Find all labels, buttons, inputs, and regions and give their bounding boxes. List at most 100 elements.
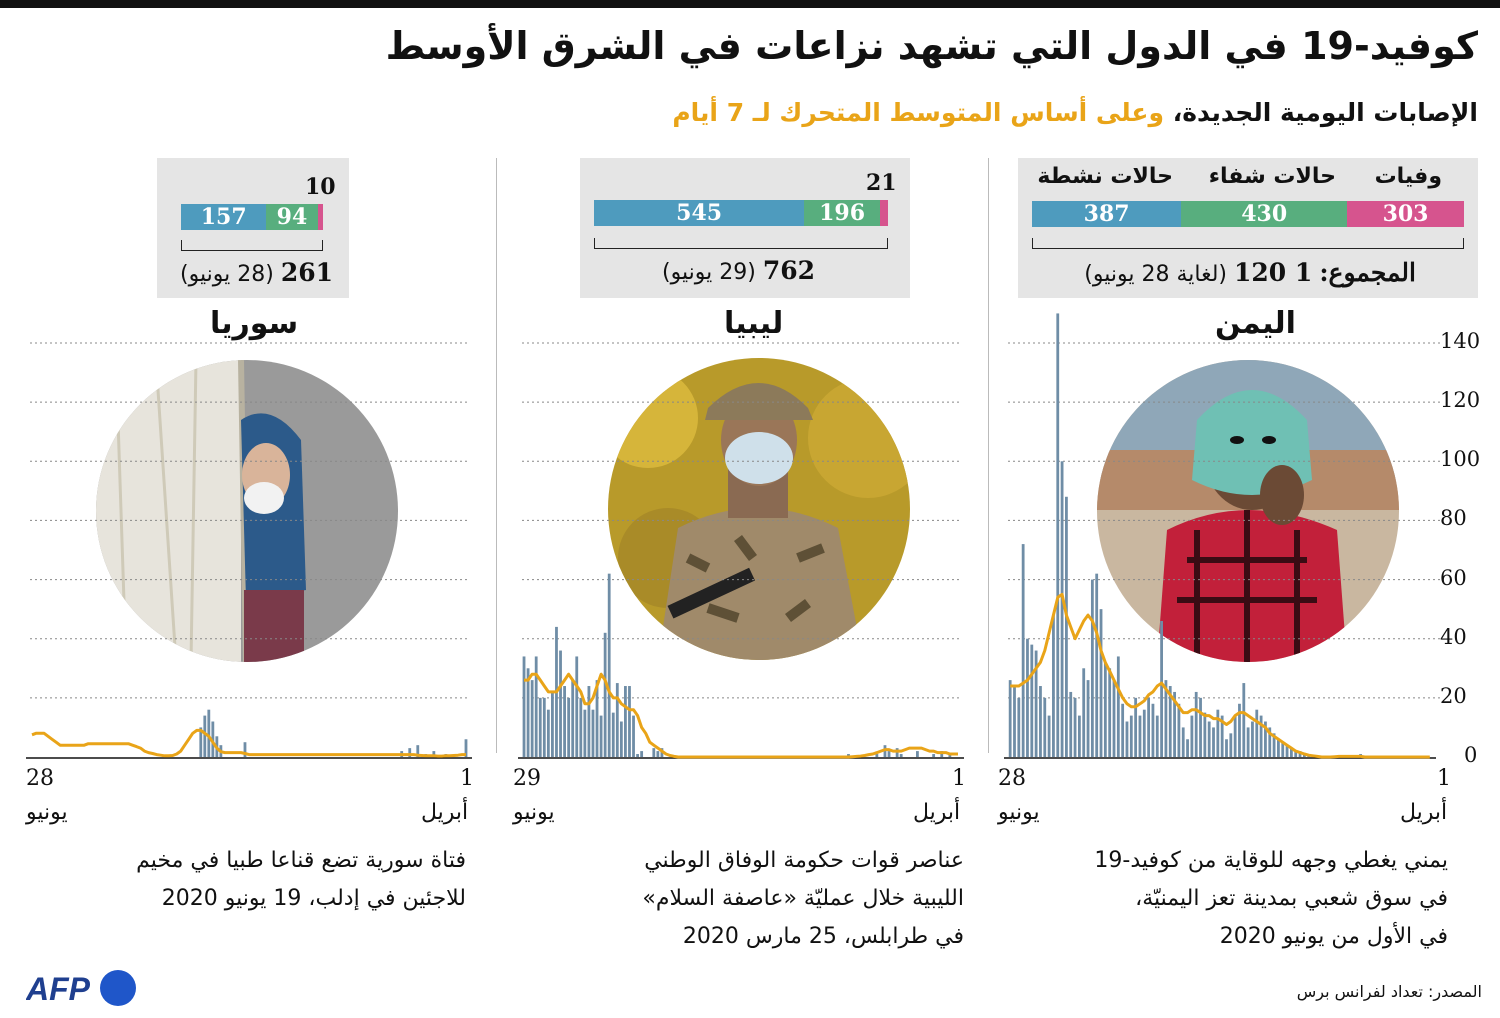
libya-x-start-month: يونيو (513, 800, 555, 825)
libya-stacked-bar: 545 196 (594, 200, 888, 226)
syria-x-start-month: يونيو (26, 800, 68, 825)
chart-bar (464, 739, 468, 757)
chart-bar (1186, 739, 1189, 757)
chart-bar (1164, 680, 1168, 757)
yemen-stacked-bar: 387 430 303 (1032, 201, 1464, 227)
panel-separator (496, 158, 497, 753)
y-tick-label: 80 (1440, 506, 1467, 531)
total-value: 1 120 (1234, 258, 1313, 287)
yemen-x-end-month: أبريل (1400, 800, 1448, 825)
chart-bar (1021, 544, 1025, 757)
chart-bar (1116, 656, 1120, 757)
chart-bar (1212, 727, 1215, 757)
chart-bar (615, 683, 619, 757)
chart-bar (542, 697, 546, 757)
caption-line: الليبية خلال عمليّة «عاصفة السلام» (642, 886, 964, 911)
syria-recovered-segment: 94 (266, 204, 318, 230)
yemen-x-start-month: يونيو (998, 800, 1040, 825)
chart-bar (1225, 739, 1228, 757)
caption-line: عناصر قوات حكومة الوفاق الوطني (644, 848, 964, 873)
chart-bar (1277, 739, 1280, 757)
chart-bar (1281, 742, 1285, 757)
chart-bar (916, 751, 919, 757)
chart-bar (636, 754, 639, 757)
y-tick-label: 20 (1440, 683, 1467, 708)
chart-bar (1138, 715, 1142, 757)
chart-bar (595, 680, 599, 757)
photo-syria (96, 360, 398, 662)
chart-bar (632, 715, 635, 757)
libya-deaths-value: 21 (866, 170, 897, 196)
caption-line: في طرابلس، 25 مارس 2020 (682, 924, 964, 949)
chart-bar (1095, 573, 1099, 757)
chart-bar (875, 754, 879, 757)
y-tick-label: 0 (1464, 743, 1478, 767)
legend-deaths: وفيات (1374, 164, 1442, 189)
total-prefix: المجموع: (1319, 258, 1416, 287)
chart-bar (1034, 650, 1038, 757)
libya-x-end-day: 1 (952, 766, 966, 791)
chart-bar (1008, 680, 1012, 757)
y-tick-label: 60 (1440, 565, 1467, 590)
chart-bar (1099, 609, 1103, 757)
chart-bar (587, 686, 591, 757)
chart-bar (1039, 686, 1042, 757)
chart-bar (243, 742, 247, 757)
chart-bar (932, 754, 936, 757)
syria-stacked-bar: 157 94 (181, 204, 323, 230)
chart-bar (1242, 683, 1246, 757)
subtitle-main: الإصابات اليومية الجديدة، (1172, 98, 1478, 127)
chart-bar (656, 751, 660, 757)
chart-bar (1294, 751, 1298, 757)
chart-bar (1082, 668, 1086, 757)
libya-active-segment: 545 (594, 200, 805, 226)
subtitle-highlight: وعلى أساس المتوسط المتحرك لـ 7 أيام (672, 98, 1165, 127)
chart-bar (199, 727, 203, 757)
syria-total: 261 (28 يونيو) (180, 258, 333, 287)
photo-masked-girl-icon (96, 360, 398, 662)
afp-logo: AFP (25, 968, 138, 1012)
chart-bar (546, 709, 550, 757)
chart-bar (571, 680, 575, 757)
chart-bar (1238, 703, 1241, 757)
chart-bar (1251, 721, 1254, 757)
libya-deaths-segment (879, 200, 888, 226)
chart-bar (887, 751, 891, 757)
legend-active: حالات نشطة (1037, 164, 1173, 189)
y-tick-label: 120 (1440, 388, 1481, 413)
total-note: (لغاية 28 يونيو) (1084, 262, 1228, 287)
libya-recovered-segment: 196 (804, 200, 880, 226)
country-name-libya: ليبيا (724, 306, 784, 341)
yemen-x-end-day: 1 (1437, 766, 1451, 791)
syria-deaths-value: 10 (305, 174, 336, 200)
chart-bar (1246, 727, 1250, 757)
chart-bar (1073, 697, 1077, 757)
chart-bar (551, 691, 554, 757)
libya-summary-box: 21 545 196 762 (29 يونيو) (580, 158, 910, 298)
chart-bar (207, 709, 211, 757)
chart-bar (1255, 709, 1259, 757)
chart-bar (1017, 697, 1021, 757)
chart-bar (1147, 697, 1151, 757)
libya-x-start-day: 29 (513, 766, 541, 791)
photo-man-with-turban-icon (1097, 360, 1399, 662)
syria-deaths-segment (317, 204, 323, 230)
chart-bar (652, 748, 656, 757)
chart-bar (1168, 686, 1172, 757)
syria-x-end-month: أبريل (421, 800, 469, 825)
chart-bar (432, 751, 436, 757)
chart-bar (603, 632, 607, 757)
chart-bar (948, 754, 952, 757)
country-name-syria: سوريا (210, 306, 299, 341)
total-value: 261 (280, 258, 333, 287)
syria-active-segment: 157 (181, 204, 267, 230)
yemen-summary-box: وفيات حالات شفاء حالات نشطة 387 430 303 … (1018, 158, 1478, 298)
chart-bar (1043, 697, 1047, 757)
photo-masked-soldier-icon (608, 358, 910, 660)
chart-bar (1264, 721, 1267, 757)
chart-bar (203, 715, 207, 757)
top-rule (0, 0, 1500, 8)
chart-bar (1160, 620, 1163, 757)
chart-bar (1112, 680, 1116, 757)
